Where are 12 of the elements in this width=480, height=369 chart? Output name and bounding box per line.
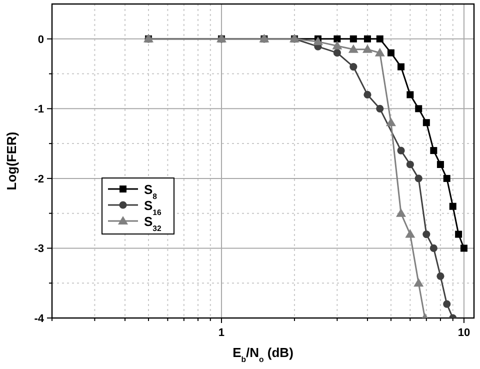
y-tick-label: -2 <box>34 173 44 186</box>
x-tick-label: 10 <box>458 327 470 339</box>
y-tick-label: -1 <box>34 104 44 116</box>
y-axis-title: Log(FER) <box>4 132 19 190</box>
x-axis-title: E$_{b}$/N$_{o}$ (dB) <box>232 345 294 364</box>
legend-label: S$_{16}$ <box>144 198 162 216</box>
y-tick-label: -4 <box>34 313 45 325</box>
legend-label: S$_{32}$ <box>144 214 162 232</box>
x-tick-label: 1 <box>218 327 225 339</box>
legend-label: S$_{8}$ <box>144 182 158 200</box>
y-tick-label: 0 <box>38 34 44 46</box>
y-tick-label: -3 <box>34 243 44 256</box>
